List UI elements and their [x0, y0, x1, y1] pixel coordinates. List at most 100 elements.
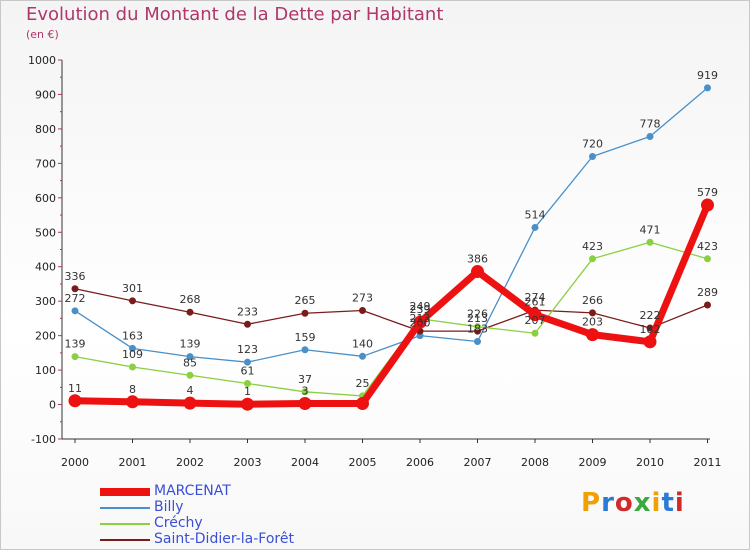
y-tick-label: 1000 [28, 54, 56, 67]
series-line-saint-didier-la-foret [74, 288, 709, 332]
series-line-marcenat [71, 201, 711, 408]
series-line-crechy [74, 241, 709, 397]
logo-letter: i [674, 488, 685, 518]
data-label-billy: 778 [640, 117, 661, 130]
data-point-billy [589, 152, 596, 160]
logo-letter: x [633, 488, 652, 518]
data-label-crechy: 61 [241, 365, 255, 378]
data-label-billy: 159 [295, 331, 316, 344]
data-point-billy [129, 344, 136, 352]
data-point-saint-didier-la-foret [359, 306, 366, 314]
data-label-billy: 163 [122, 329, 143, 342]
data-point-marcenat [471, 265, 484, 279]
x-tick-label: 2004 [291, 456, 319, 469]
data-point-saint-didier-la-foret [244, 320, 251, 328]
data-point-saint-didier-la-foret [301, 309, 309, 317]
data-point-marcenat [643, 335, 657, 349]
data-point-crechy [474, 323, 481, 331]
data-label-crechy: 226 [467, 308, 488, 321]
x-tick-label: 2003 [234, 456, 262, 469]
data-label-saint-didier-la-foret: 274 [525, 291, 546, 304]
data-point-crechy [531, 329, 539, 337]
y-tick-label: 900 [35, 88, 56, 101]
x-tick-label: 2006 [406, 456, 434, 469]
data-point-marcenat [126, 395, 139, 409]
x-tick-label: 2007 [464, 456, 492, 469]
data-label-marcenat: 11 [68, 382, 82, 395]
data-point-crechy [244, 380, 251, 388]
data-label-billy: 139 [180, 338, 201, 351]
data-point-crechy [71, 353, 79, 361]
data-point-marcenat [586, 328, 599, 342]
data-label-saint-didier-la-foret: 233 [237, 305, 258, 318]
data-point-billy [474, 337, 481, 345]
data-point-crechy [704, 255, 711, 263]
data-label-crechy: 423 [582, 240, 603, 253]
data-label-saint-didier-la-foret: 289 [697, 286, 718, 299]
legend-label-crechy: Créchy [154, 515, 203, 531]
y-tick-label: 800 [35, 123, 56, 136]
data-label-marcenat: 203 [582, 316, 603, 329]
data-point-crechy [129, 363, 136, 371]
legend-item-marcenat: MARCENAT [100, 483, 360, 500]
data-label-marcenat: 386 [467, 253, 488, 266]
data-label-crechy: 25 [356, 377, 370, 390]
data-label-crechy: 109 [122, 348, 143, 361]
data-label-saint-didier-la-foret: 213 [410, 312, 431, 325]
y-tick-label: 300 [35, 295, 56, 308]
data-label-crechy: 423 [697, 240, 718, 253]
y-tick-label: 700 [35, 157, 56, 170]
data-label-billy: 140 [352, 337, 373, 350]
data-point-billy [301, 346, 309, 354]
data-point-crechy [589, 255, 596, 263]
x-tick-label: 2000 [61, 456, 89, 469]
data-point-marcenat [183, 396, 197, 410]
data-label-saint-didier-la-foret: 266 [582, 294, 603, 307]
y-tick-label: 100 [35, 364, 56, 377]
x-tick-label: 2008 [521, 456, 549, 469]
data-label-saint-didier-la-foret: 301 [122, 282, 143, 295]
data-point-saint-didier-la-foret [704, 301, 711, 309]
data-point-billy [531, 223, 539, 231]
data-point-billy [704, 84, 711, 92]
y-tick-label: 500 [35, 226, 56, 239]
data-label-marcenat: 239 [410, 303, 431, 316]
logo-letter: P [581, 488, 602, 518]
legend-swatch-marcenat [100, 488, 150, 496]
data-point-billy [646, 132, 654, 140]
data-label-saint-didier-la-foret: 268 [180, 293, 201, 306]
y-tick-label: 400 [35, 261, 56, 274]
data-label-saint-didier-la-foret: 265 [295, 294, 316, 307]
data-point-saint-didier-la-foret [186, 308, 194, 316]
data-label-crechy: 85 [183, 356, 197, 369]
data-label-crechy: 139 [65, 338, 86, 351]
x-tick-label: 2001 [119, 456, 147, 469]
logo-letter: i [651, 488, 662, 518]
legend-label-saint-didier: Saint-Didier-la-Forêt [154, 531, 294, 547]
data-point-marcenat [413, 315, 427, 329]
data-point-marcenat [68, 394, 82, 408]
data-label-saint-didier-la-foret: 222 [640, 309, 661, 322]
data-label-billy: 272 [65, 292, 86, 305]
data-label-crechy: 37 [298, 373, 312, 386]
data-point-billy [244, 358, 251, 366]
data-point-marcenat [356, 397, 369, 411]
x-tick-label: 2010 [636, 456, 664, 469]
data-point-crechy [301, 388, 309, 396]
data-label-marcenat: 1 [244, 385, 251, 398]
logo-letter: o [614, 488, 634, 518]
logo-letter: r [601, 488, 615, 518]
legend-item-saint-didier: Saint-Didier-la-Forêt [100, 531, 360, 548]
data-point-crechy [646, 238, 654, 246]
data-point-marcenat [241, 397, 254, 411]
series-line-billy [74, 87, 709, 363]
logo-letter: t [661, 488, 675, 518]
x-tick-label: 2011 [694, 456, 722, 469]
data-point-billy [186, 353, 194, 361]
data-label-marcenat: 8 [129, 383, 136, 396]
x-tick-label: 2005 [349, 456, 377, 469]
data-label-marcenat: 579 [697, 186, 718, 199]
legend-swatch-crechy [100, 523, 150, 525]
